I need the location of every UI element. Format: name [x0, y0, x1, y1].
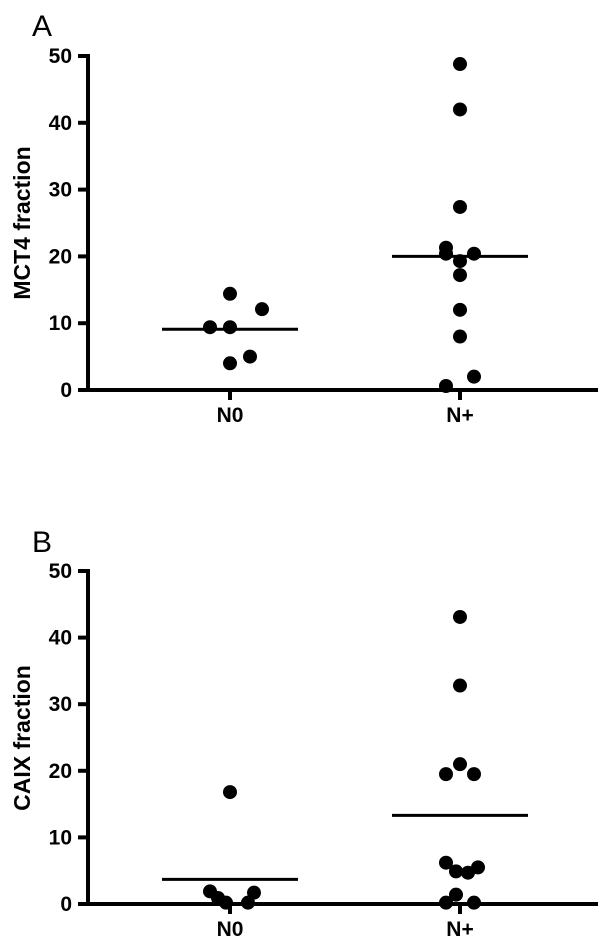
axes-layer-b: 0 10 20 30 40 50 N0 N+ — [49, 560, 598, 941]
dots-layer-a — [203, 57, 481, 393]
x-tick-label-N0: N0 — [217, 918, 244, 941]
chart-b: B 0 10 20 30 40 50 N0 N+ CAIX fraction — [9, 526, 598, 941]
data-point — [243, 349, 257, 364]
y-tick-label-20: 20 — [49, 760, 72, 783]
data-point — [223, 785, 237, 800]
data-point — [467, 369, 481, 384]
data-point — [467, 767, 481, 782]
data-point — [223, 286, 237, 301]
data-point — [453, 757, 467, 772]
data-point — [453, 302, 467, 317]
data-point — [439, 855, 453, 870]
dots-layer-b — [203, 609, 485, 910]
y-tick-label-50: 50 — [49, 560, 72, 583]
panel-letter-b: B — [32, 526, 52, 559]
panel-a: A 0 10 20 30 40 50 N0 N+ MCT4 fraction — [0, 0, 600, 470]
y-tick-label-30: 30 — [49, 179, 72, 202]
y-tick-label-20: 20 — [49, 245, 72, 268]
median-layer-a — [162, 254, 528, 331]
data-point — [223, 320, 237, 335]
data-point — [453, 329, 467, 344]
data-point — [453, 268, 467, 283]
data-point — [453, 678, 467, 693]
median-layer-b — [162, 813, 528, 881]
data-point — [203, 320, 217, 335]
x-tick-label-N0: N0 — [217, 404, 244, 427]
data-point — [453, 57, 467, 72]
y-axis-title-b: CAIX fraction — [9, 665, 35, 811]
data-point — [453, 254, 467, 269]
data-point — [449, 887, 463, 902]
data-point — [461, 865, 475, 880]
x-tick-label-N+: N+ — [446, 404, 473, 427]
y-tick-label-50: 50 — [49, 45, 72, 68]
panel-letter-a: A — [32, 10, 52, 43]
y-tick-label-10: 10 — [49, 826, 72, 849]
data-point — [449, 864, 463, 879]
data-point — [453, 102, 467, 117]
y-axis-title-a: MCT4 fraction — [9, 146, 35, 299]
y-tick-label-10: 10 — [49, 312, 72, 335]
chart-a: A 0 10 20 30 40 50 N0 N+ MCT4 fraction — [9, 10, 598, 427]
y-tick-label-40: 40 — [49, 112, 72, 135]
data-point — [453, 199, 467, 214]
data-point — [439, 246, 453, 261]
y-tick-label-30: 30 — [49, 693, 72, 716]
axes-layer-a: 0 10 20 30 40 50 N0 N+ — [49, 45, 598, 427]
data-point — [467, 246, 481, 261]
x-tick-label-N+: N+ — [446, 918, 473, 941]
y-tick-label-0: 0 — [60, 893, 72, 916]
data-point — [453, 609, 467, 624]
data-point — [255, 302, 269, 317]
data-point — [439, 767, 453, 782]
data-point — [223, 356, 237, 371]
panel-b: B 0 10 20 30 40 50 N0 N+ CAIX fraction — [0, 470, 600, 941]
y-tick-label-40: 40 — [49, 627, 72, 650]
y-tick-label-0: 0 — [60, 379, 72, 402]
